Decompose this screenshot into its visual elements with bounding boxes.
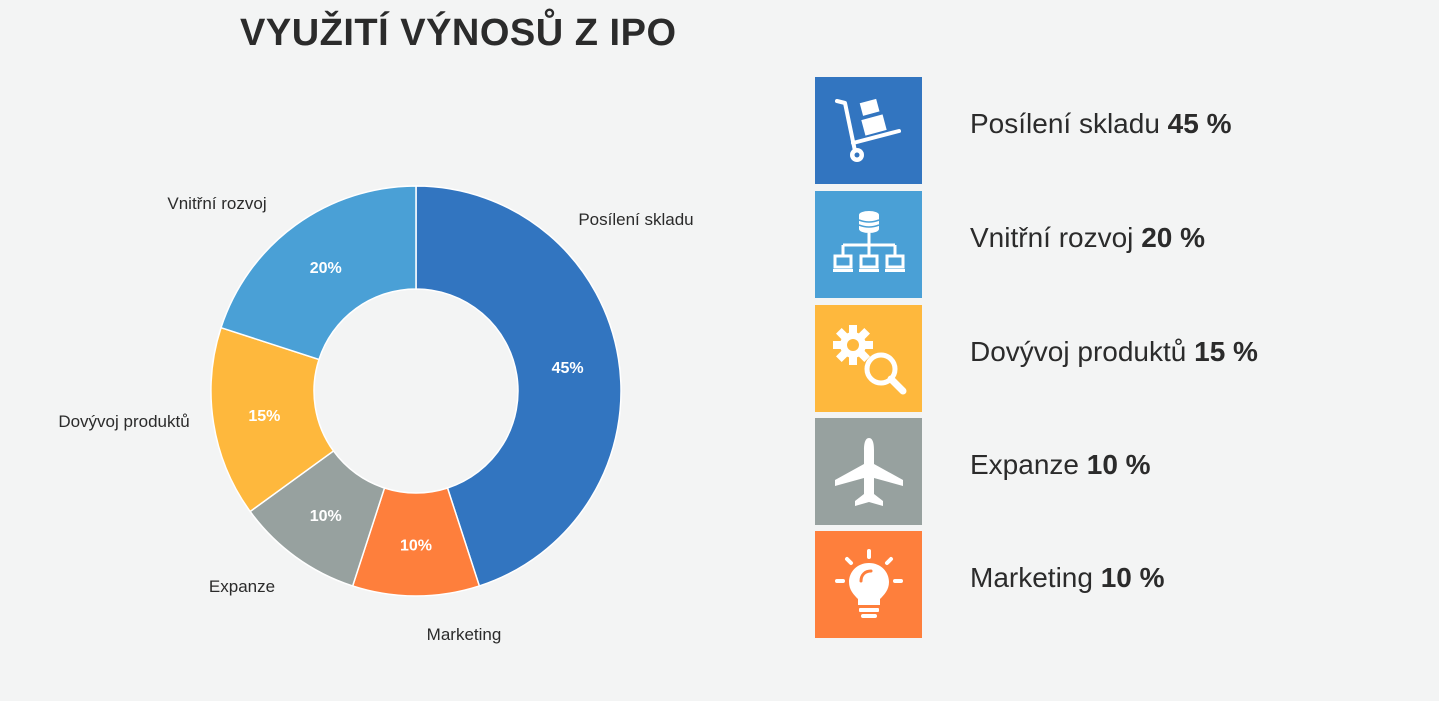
legend-swatch xyxy=(815,191,922,298)
legend-value: 45 % xyxy=(1167,108,1232,139)
donut-slice xyxy=(210,326,335,513)
slice-category-label: Expanze xyxy=(209,577,275,596)
legend-item-posileni-skladu: Posílení skladu 45 % xyxy=(815,77,1415,185)
hand-truck-icon xyxy=(834,98,901,162)
legend-item-marketing: Marketing 10 % xyxy=(815,531,1415,639)
slice-value-label: 15% xyxy=(248,408,280,425)
legend-label: Vnitřní rozvoj xyxy=(970,222,1134,253)
legend-item-dovyvoj-produktu: Dovývoj produktů 15 % xyxy=(815,305,1415,413)
donut-slice xyxy=(415,185,622,587)
donut-chart: 45% Posílení skladu 10% Marketing 10% Expanze… xyxy=(58,185,694,644)
slice-category-label: Marketing xyxy=(427,625,502,644)
legend-item-expanze: Expanze 10 % xyxy=(815,418,1415,526)
slice-value-label: 10% xyxy=(400,538,432,555)
lightbulb-icon xyxy=(834,548,903,618)
legend-value: 15 % xyxy=(1194,336,1258,367)
legend-label: Posílení skladu xyxy=(970,108,1160,139)
slice-category-label: Vnitřní rozvoj xyxy=(167,194,266,213)
legend-swatch xyxy=(815,305,922,412)
legend-value: 10 % xyxy=(1100,562,1165,593)
slice-value-label: 45% xyxy=(552,360,584,377)
legend-label: Dovývoj produktů xyxy=(970,336,1187,367)
chart-title: VYUŽITÍ VÝNOSŮ Z IPO xyxy=(240,12,677,54)
donut-slice xyxy=(220,185,417,361)
slice-category-label: Posílení skladu xyxy=(578,210,693,229)
legend-value: 10 % xyxy=(1086,449,1151,480)
legend-swatch xyxy=(815,418,922,525)
slice-value-label: 10% xyxy=(310,508,342,525)
slice-category-label: Dovývoj produktů xyxy=(58,412,189,431)
legend-value: 20 % xyxy=(1141,222,1206,253)
legend-label: Expanze xyxy=(970,449,1079,480)
slice-value-label: 20% xyxy=(310,260,342,277)
legend-swatch xyxy=(815,531,922,638)
gear-search-icon xyxy=(832,324,906,394)
legend-swatch xyxy=(815,77,922,184)
network-database-icon xyxy=(832,210,905,272)
airplane-icon xyxy=(834,437,903,506)
legend-item-vnitrni-rozvoj: Vnitřní rozvoj 20 % xyxy=(815,191,1415,299)
legend-label: Marketing xyxy=(970,562,1093,593)
